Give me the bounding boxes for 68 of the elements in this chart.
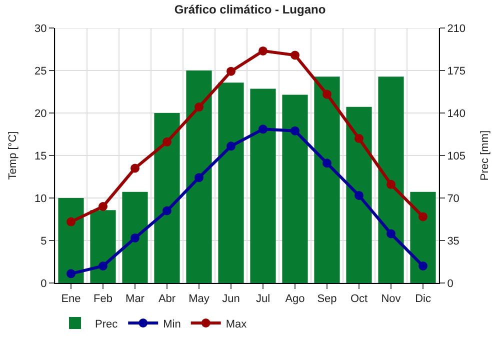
point <box>386 229 396 238</box>
bar <box>282 94 308 283</box>
point <box>418 212 428 222</box>
y2-tick-label: 175 <box>447 65 466 78</box>
bar <box>410 192 436 283</box>
y2-tick-label: 105 <box>447 150 466 162</box>
point <box>194 173 204 182</box>
legend-label: Prec <box>95 318 118 330</box>
point <box>322 90 332 99</box>
point <box>194 102 204 112</box>
point <box>354 190 364 200</box>
y-tick-label: 5 <box>40 235 47 248</box>
point <box>130 164 140 173</box>
point <box>226 142 236 151</box>
x-tick-label: Jun <box>222 293 240 306</box>
point <box>66 217 76 226</box>
bar <box>250 88 276 283</box>
point <box>162 137 172 146</box>
point <box>226 66 236 76</box>
x-tick-label: Feb <box>94 293 112 306</box>
point <box>354 134 364 143</box>
x-tick-label: Ago <box>285 293 305 306</box>
point <box>162 206 172 216</box>
point <box>98 262 108 270</box>
bar <box>314 76 340 283</box>
point <box>258 46 268 56</box>
bar <box>154 113 180 283</box>
y2-tick-label: 0 <box>447 278 454 290</box>
x-tick-label: Mar <box>126 293 145 306</box>
legend-label: Max <box>226 318 248 330</box>
point <box>418 262 428 270</box>
point <box>290 50 300 60</box>
bar <box>378 76 404 283</box>
bar <box>218 82 244 283</box>
bar <box>186 70 212 283</box>
legend-label: Min <box>163 318 181 330</box>
bar <box>90 210 116 283</box>
y2-tick-label: 70 <box>447 192 460 205</box>
y-axis-title: Temp [°C] <box>7 131 20 180</box>
x-tick-label: Ene <box>61 293 81 306</box>
chart-title: Gráfico climático - Lugano <box>174 2 326 17</box>
point <box>66 269 76 278</box>
y-tick-label: 25 <box>34 65 47 78</box>
point <box>322 158 332 168</box>
x-tick-label: Oct <box>350 293 368 306</box>
y2-axis-title: Prec [mm] <box>478 130 491 181</box>
bar <box>346 106 372 283</box>
x-tick-label: May <box>188 293 210 306</box>
y-tick-label: 0 <box>40 278 47 290</box>
bar <box>58 198 84 283</box>
point <box>130 233 140 242</box>
y-tick-label: 20 <box>34 108 47 120</box>
y-tick-label: 10 <box>34 192 47 205</box>
x-tick-label: Nov <box>381 293 402 306</box>
point <box>386 180 396 189</box>
x-tick-label: Dic <box>415 293 432 306</box>
y2-tick-label: 140 <box>447 108 466 120</box>
y2-tick-label: 35 <box>447 235 460 248</box>
bar <box>122 192 148 283</box>
y2-tick-label: 210 <box>447 22 466 35</box>
y-tick-label: 15 <box>34 150 47 162</box>
y-tick-label: 30 <box>34 22 47 35</box>
x-tick-label: Sep <box>317 293 337 306</box>
point <box>258 124 268 134</box>
point <box>98 202 108 211</box>
x-tick-label: Jul <box>256 293 270 306</box>
point <box>290 126 300 136</box>
x-tick-label: Abr <box>158 293 176 306</box>
